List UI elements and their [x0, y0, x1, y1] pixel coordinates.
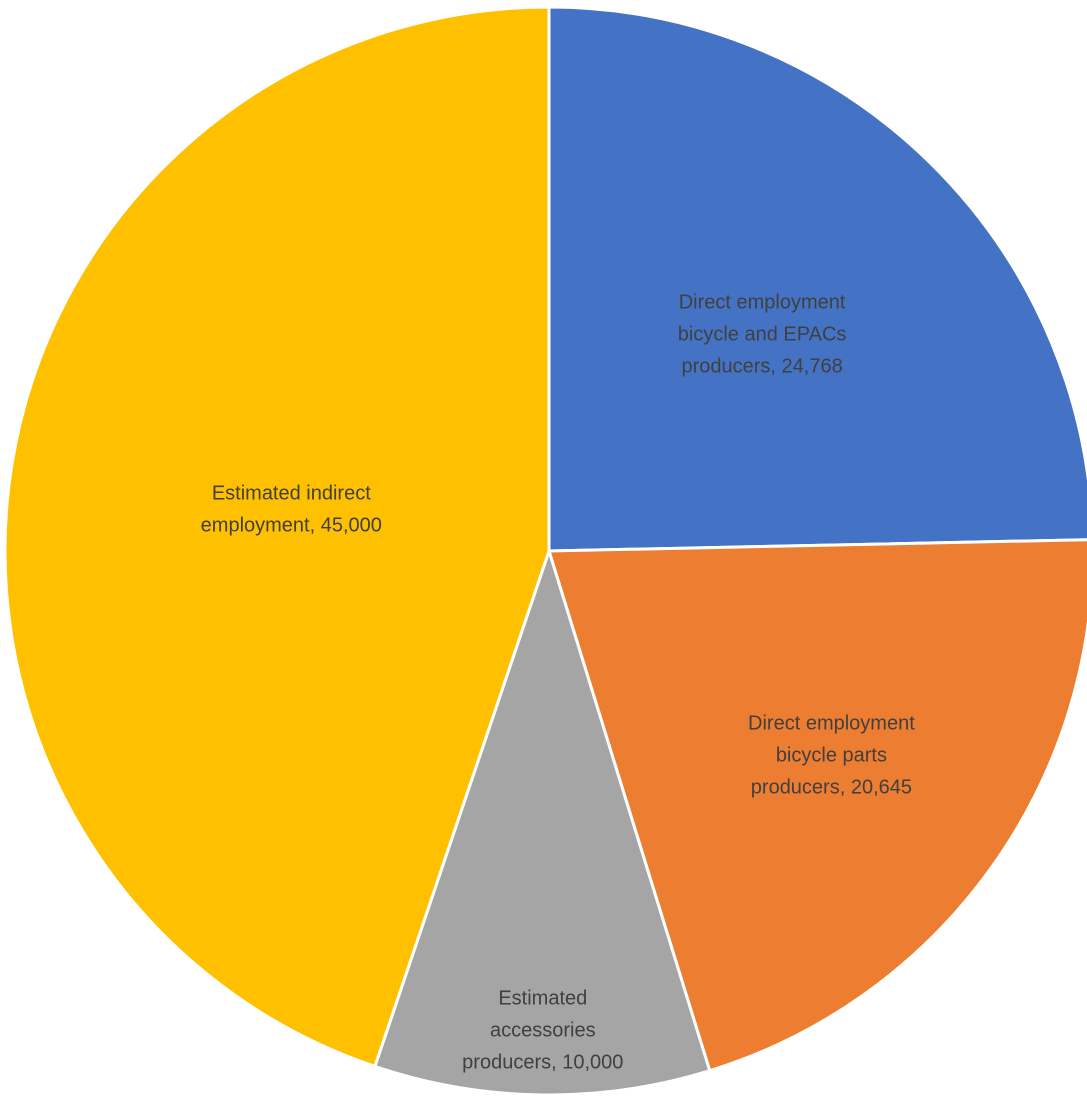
- slice-data-label: Direct employment bicycle and EPACs produc…: [678, 291, 847, 377]
- pie-labels: Direct employment bicycle and EPACs produc…: [201, 291, 916, 1073]
- slice-data-label: Direct employment bicycle parts producers,…: [748, 713, 915, 799]
- pie-slice: [373, 549, 712, 1097]
- pie-slices: [3, 5, 1087, 1097]
- pie-slice: [547, 538, 1087, 1073]
- pie-slice: [547, 5, 1087, 553]
- slice-data-label: Estimated accessories producers, 10,000: [462, 988, 623, 1074]
- slice-data-label: Estimated indirect employment, 45,000: [201, 483, 382, 537]
- pie-slice: [3, 5, 551, 1068]
